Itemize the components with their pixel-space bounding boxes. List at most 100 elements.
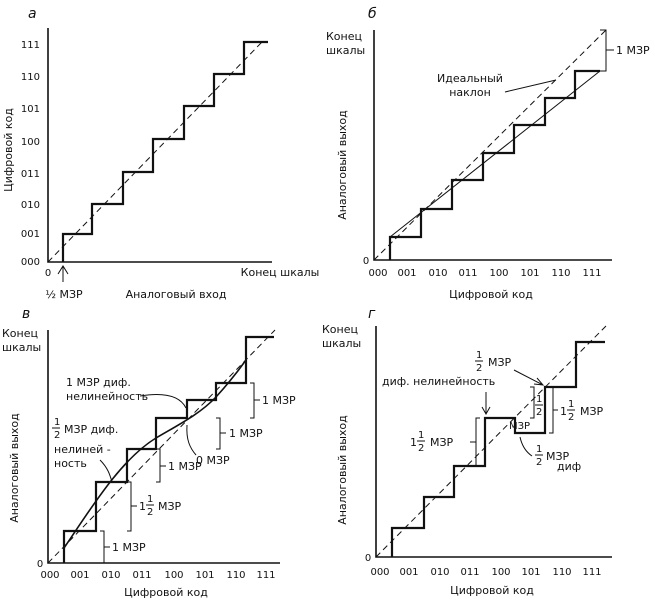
panel-d-right-den: 2 [568,412,574,423]
panel-b-ylabel: Аналоговый выход [336,110,349,220]
panel-d-top-arrow-right [513,369,545,386]
panel-d-inner-bracket [530,386,535,419]
x-tick-label: 101 [521,567,540,578]
panel-d-xlabel: Цифровой код [450,584,534,597]
panel-c: в Конец шкалы Аналоговый выход 0 1 МЗР 1… [2,306,296,599]
panel-c-yend-1: Конец [2,327,38,340]
panel-b-ideal-1: Идеальный [437,72,503,85]
panel-b-ideal-pointer [504,79,557,93]
panel-a-x-zero: 0 [45,268,51,279]
x-tick-label: 011 [458,268,477,279]
panel-c-lsb-zero: 0 МЗР [196,454,230,467]
x-tick-label: 010 [101,570,120,581]
panel-b-actual-slope [389,70,601,238]
panel-c-y-zero: 0 [37,559,43,570]
panel-d-staircase [390,340,605,557]
panel-c-lsb-mid: 1 МЗР [168,460,202,473]
x-tick-label: 100 [491,567,510,578]
panel-c-ann2-den: 2 [54,430,60,441]
panel-d-yend-1: Конец [322,323,358,336]
panel-c-lsb-midlow-num: 1 [147,494,153,505]
panel-c-bracket-right-top [250,382,260,419]
panel-d-top-unit: МЗР [488,356,512,369]
x-tick-label: 111 [256,570,275,581]
panel-d-bottom-num: 1 [536,444,542,455]
panel-d: г Конец шкалы Аналоговый выход 0 1 1 2 М… [322,306,612,597]
panel-c-bracket-bottom [100,530,110,564]
panel-a-letter: а [28,6,37,22]
panel-d-top-num: 1 [476,350,482,361]
panel-a-x-end: Конец шкалы [241,266,320,279]
panel-c-yend-2: шкалы [2,341,41,354]
panel-d-left-den: 2 [418,443,424,454]
x-tick-label: 111 [582,268,601,279]
panel-d-left-num: 1 [418,430,424,441]
y-tick-label: 011 [21,169,40,180]
y-tick-label: 111 [21,40,40,51]
panel-c-ann2-2: нелиней - [54,443,111,456]
panel-c-smooth-curve [63,359,247,549]
panel-c-ideal-line [47,329,276,564]
panel-c-ann2-num: 1 [54,417,60,428]
panel-d-yend-2: шкалы [322,337,361,350]
panel-d-left-unit: МЗР [430,436,454,449]
panel-d-ideal-line [375,325,607,558]
panel-c-lsb-midlow-unit: МЗР [158,500,182,513]
panel-c-ann1-1: 1 МЗР диф. [66,376,131,389]
panel-c-xticks: 000 001 010 011 100 101 110 111 [40,570,275,581]
y-tick-label: 110 [21,72,40,83]
x-tick-label: 100 [164,570,183,581]
panel-d-bottom-unit: МЗР [546,450,570,463]
panel-b-letter: б [368,6,377,22]
panel-b-lsb-bracket [600,29,614,72]
y-tick-label: 000 [21,257,40,268]
x-tick-label: 110 [552,567,571,578]
x-tick-label: 000 [40,570,59,581]
panel-c-lsb-midlow-int: 1 [139,500,146,513]
panel-c-lsb-righttop: 1 МЗР [262,394,296,407]
panel-d-top-den: 2 [476,363,482,374]
panel-c-lsb-bottom: 1 МЗР [112,541,146,554]
panel-d-xticks: 000 001 010 011 100 101 110 111 [370,567,601,578]
panel-d-top-line2: диф. нелинейность [382,375,495,388]
panel-a-ideal-line [47,41,263,263]
x-tick-label: 110 [226,570,245,581]
x-tick-label: 000 [368,268,387,279]
panel-d-inner-num: 1 [536,394,542,405]
panel-c-lsb-midright: 1 МЗР [229,427,263,440]
panel-b: б Конец шкалы Аналоговый выход 0 1 МЗР И… [326,6,650,301]
y-tick-label: 100 [21,137,40,148]
x-tick-label: 001 [399,567,418,578]
panel-b-xlabel: Цифровой код [449,288,533,301]
panel-c-bracket-mid-low [127,481,137,532]
panel-c-staircase [62,335,274,563]
panel-c-ann1-2: нелинейность [66,390,148,403]
x-tick-label: 000 [370,567,389,578]
x-tick-label: 100 [489,268,508,279]
panel-a-half-lsb: ½ МЗР [45,288,83,301]
panel-d-left-bracket [470,417,480,467]
panel-d-right-int: 1 [560,405,567,418]
panel-c-ann2-pointer [99,459,113,483]
panel-d-bottom-pointer [519,436,533,457]
panel-d-ylabel: Аналоговый выход [336,415,349,525]
panel-d-bottom-den: 2 [536,457,542,468]
panel-b-axes [373,30,612,261]
panel-d-top-arrow-down [481,392,491,416]
panel-d-inner-den: 2 [536,407,542,418]
panel-c-ann1-pointer [139,394,187,409]
y-tick-label: 010 [21,200,40,211]
panel-a: а Цифровой код 000 001 010 011 100 101 1… [2,6,319,301]
panel-d-bottom-sub: диф [557,460,581,473]
x-tick-label: 001 [397,268,416,279]
panel-a-yticks: 000 001 010 011 100 101 110 111 [21,40,40,268]
panel-a-axes [47,28,272,263]
x-tick-label: 101 [520,268,539,279]
x-tick-label: 001 [70,570,89,581]
y-tick-label: 001 [21,229,40,240]
panel-a-xlabel: Аналоговый вход [126,288,227,301]
x-tick-label: 101 [195,570,214,581]
panel-c-letter: в [22,306,30,322]
panel-c-bracket-mid [156,448,166,483]
